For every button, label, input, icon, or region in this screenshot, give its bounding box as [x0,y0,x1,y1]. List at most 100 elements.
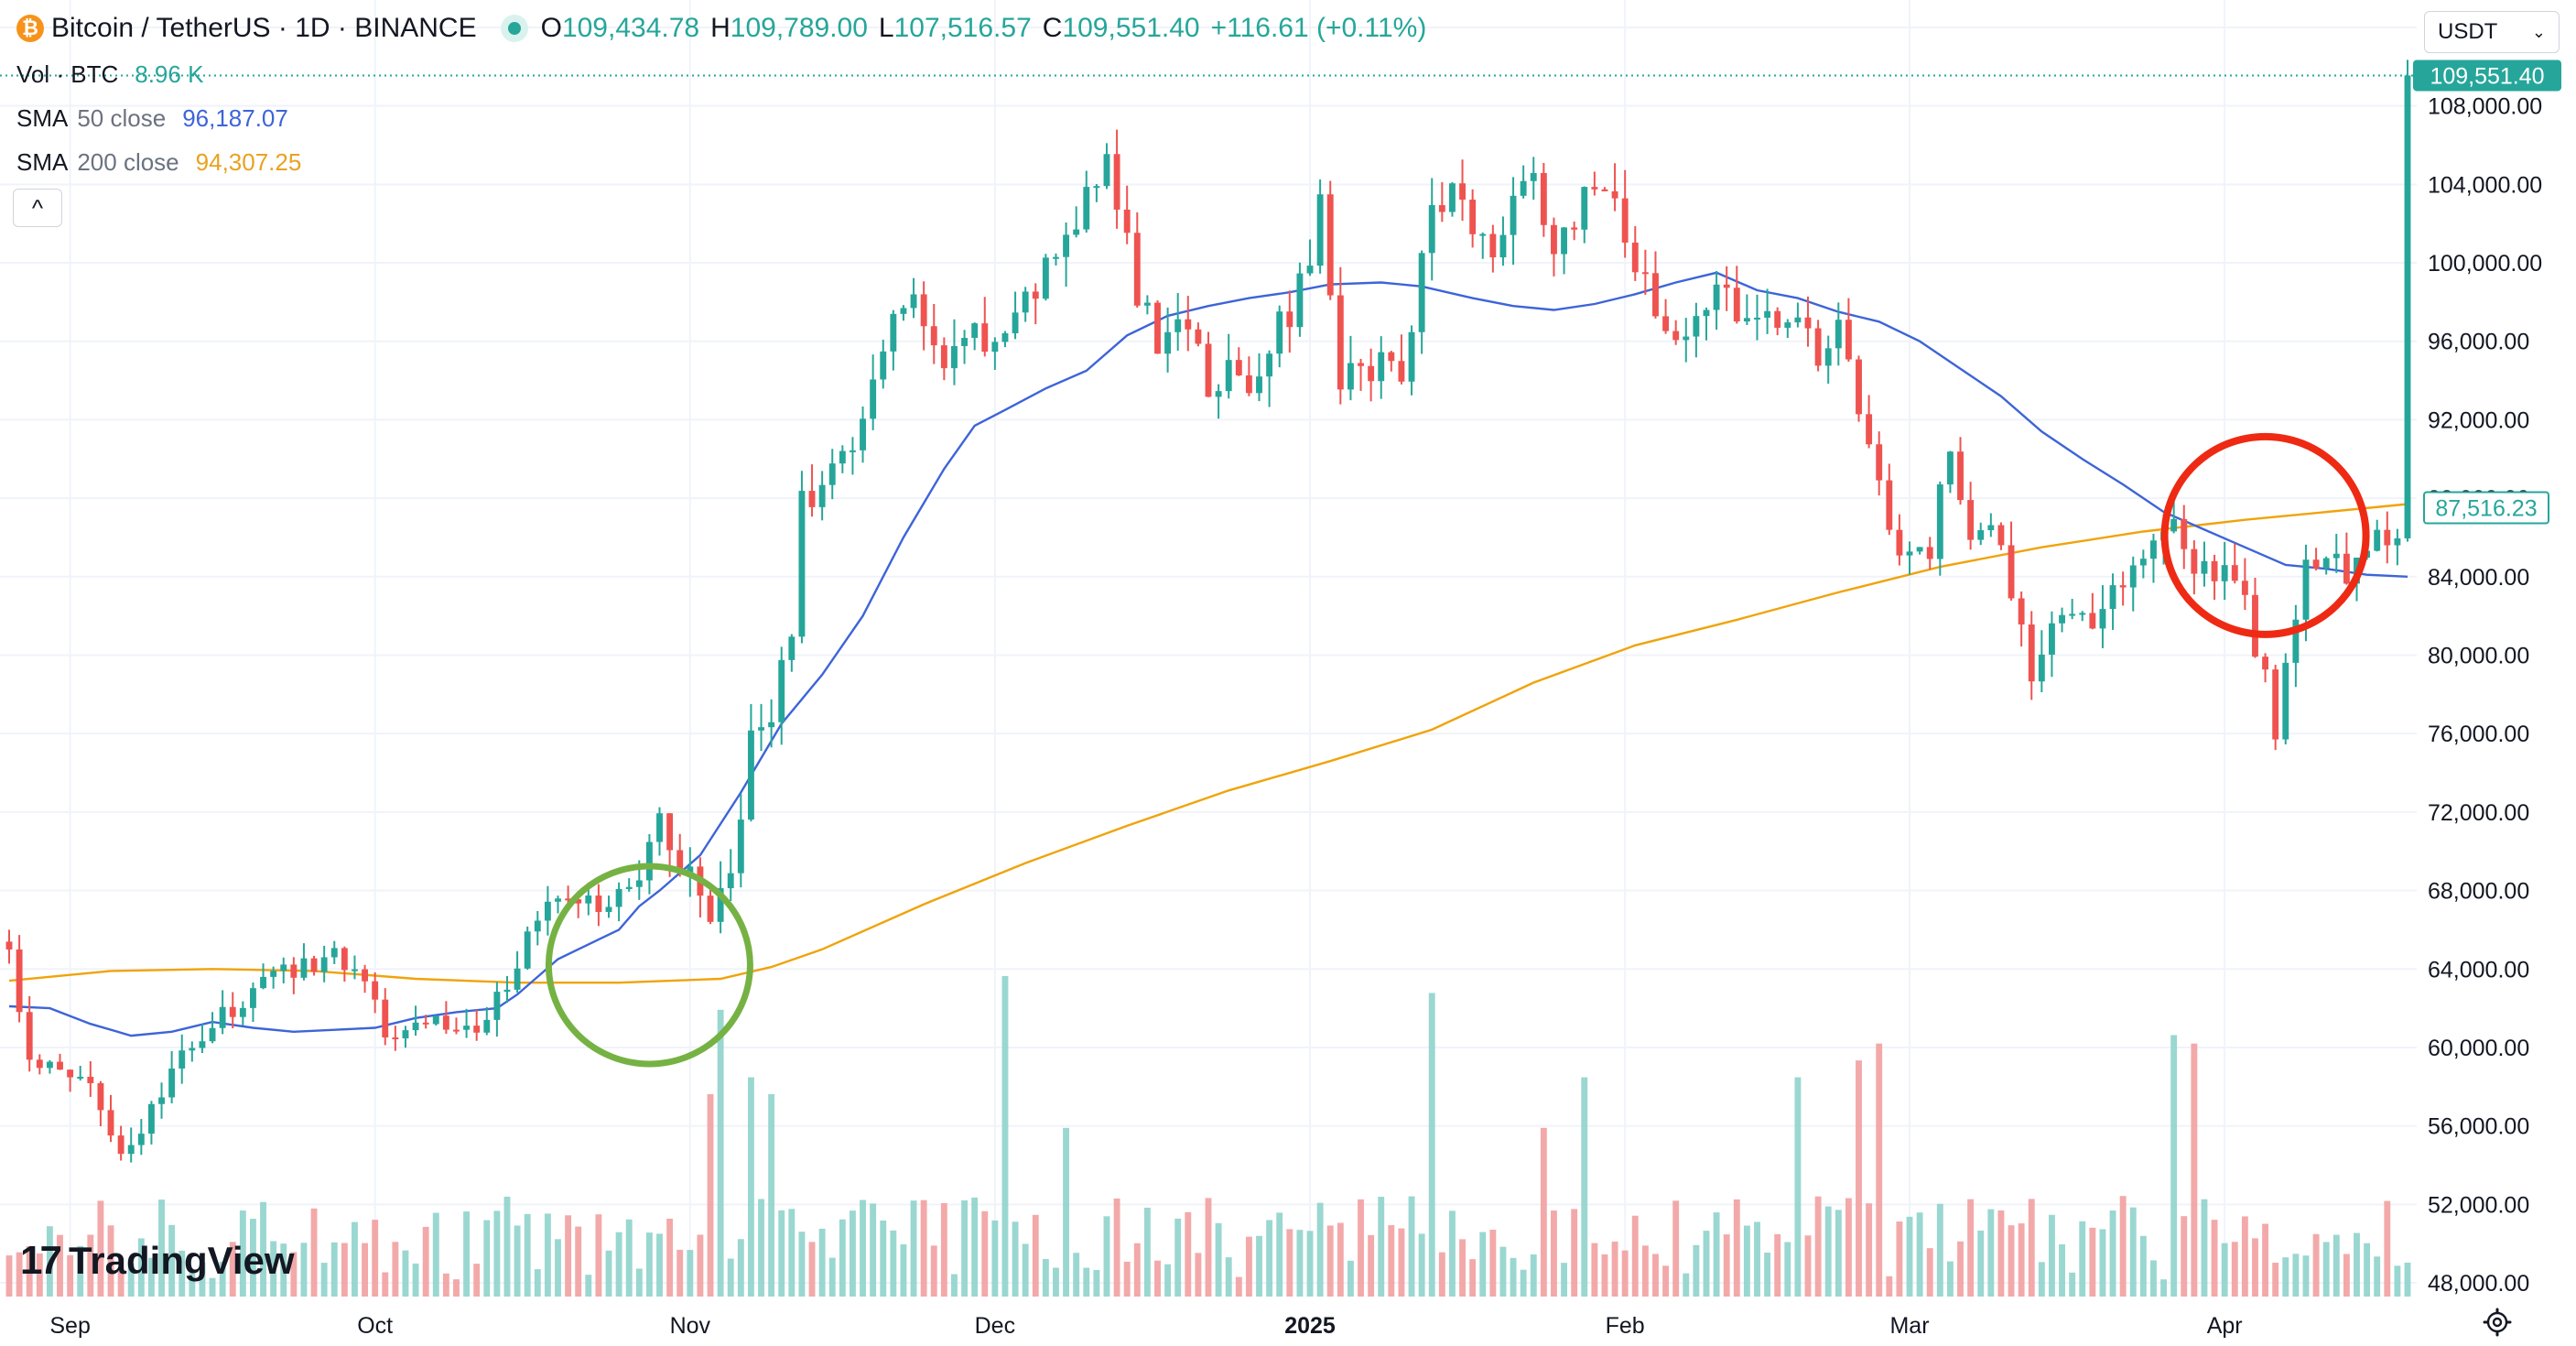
candle-body [87,1076,94,1083]
volume-bar [1042,1259,1049,1297]
volume-bar [1581,1077,1588,1297]
volume-bar [2394,1265,2401,1297]
candle-body [1022,291,1029,313]
candle [137,1119,145,1156]
volume-bar [1063,1127,1070,1297]
x-tick-label: Dec [975,1313,1015,1339]
candle-body [768,722,775,728]
candle-body [2119,585,2127,588]
candle [300,943,308,981]
candle-body [595,896,602,912]
candle-body [2384,529,2391,546]
volume-bar [1154,1260,1161,1297]
candle [57,1053,63,1070]
volume-bar [493,1210,501,1297]
volume-bar [1561,1263,1568,1297]
tradingview-mark-icon: 17 [20,1238,62,1283]
indicator-volume[interactable]: Vol · BTC 8.96 K [16,60,203,89]
candle [158,1082,165,1119]
volume-bar [940,1202,947,1297]
candle-body [1967,500,1975,540]
symbol-title[interactable]: Bitcoin / TetherUS · 1D · BINANCE [51,13,477,43]
candle-body [1459,183,1466,201]
candle-body [36,1059,43,1069]
candle [605,896,612,918]
volume-bar [565,1215,572,1297]
volume-bar [828,1257,836,1297]
tradingview-logo[interactable]: 17 TradingView [20,1238,295,1284]
volume-bar [341,1243,348,1297]
candle [1723,266,1730,311]
volume-bar [1022,1243,1029,1297]
indicator-sma50[interactable]: SMA 50 close 96,187.07 [16,104,288,133]
candle [1561,227,1568,275]
volume-bar [1143,1207,1151,1297]
candle-body [951,345,958,369]
volume-bar [2079,1221,2086,1297]
sma200-line [8,503,2408,984]
volume-bar [2312,1233,2320,1297]
market-status-icon[interactable] [500,15,528,42]
open-value: 109,434.78 [561,13,700,43]
candle-body [870,379,877,419]
candle-body [1713,284,1720,310]
candle [209,1012,216,1044]
candle [1093,183,1100,202]
volume-bar [697,1234,704,1297]
candle [493,982,501,1037]
volume-bar [1856,1060,1862,1297]
volume-bar [453,1279,460,1297]
candle-body [2139,559,2147,566]
candle-body [687,866,694,874]
candle-body [2048,623,2055,655]
last-price-label: 109,551.40 [2430,63,2544,89]
candle [1926,537,1933,570]
volume-bar [2139,1235,2147,1297]
candle [1164,307,1172,373]
volume-bar [1266,1220,1273,1297]
volume-bar [1743,1225,1750,1297]
candle [1103,143,1110,190]
secondary-price-tag [2423,491,2549,525]
candle-body [2252,594,2258,657]
currency-selector[interactable]: USDT ⌄ [2424,11,2560,53]
candle [1063,222,1070,288]
candle-body [1358,363,1364,366]
candle [951,319,958,385]
candle-body [1316,194,1324,266]
volume-bar [422,1226,429,1297]
volume-bar [1053,1267,1059,1297]
candle-body [168,1068,176,1098]
candle-body [2018,598,2025,625]
candle-body [1703,309,1710,317]
candle-body [1652,273,1659,317]
candle [2282,653,2289,744]
volume-bar [127,1263,135,1297]
candle [117,1125,124,1161]
volume-bar [5,1255,13,1297]
volume-bar [2322,1242,2330,1297]
candle-body [280,964,287,972]
candle [1571,221,1578,241]
volume-bar [1997,1210,2005,1297]
candle [1551,217,1557,277]
volume-bar [300,1243,308,1297]
candle-body [1053,256,1059,259]
candle [2272,665,2279,751]
volume-bar [2282,1257,2289,1297]
collapse-legend-button[interactable]: ^ [13,189,62,227]
candle [1641,249,1649,295]
indicator-sma200[interactable]: SMA 200 close 94,307.25 [16,148,301,177]
candle-body [16,949,23,1013]
gear-icon[interactable] [2483,1308,2512,1337]
candle [1398,334,1405,385]
volume-bar [229,1242,236,1297]
candle [1316,179,1324,274]
candle-body [849,450,856,452]
candle [310,955,318,976]
volume-bar [1662,1265,1670,1297]
volume-bar [1286,1229,1293,1297]
candle-body [1946,451,1954,485]
candle [2079,611,2086,622]
